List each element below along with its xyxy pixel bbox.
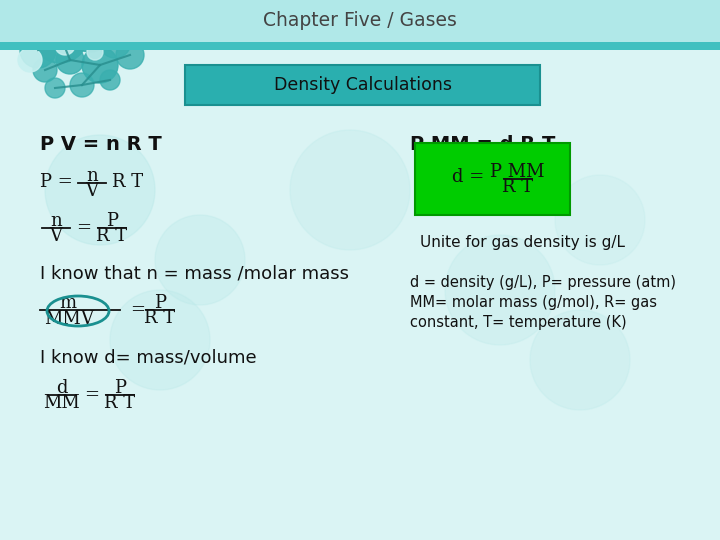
Circle shape [33,58,57,82]
Text: V: V [80,310,93,328]
Text: R T: R T [96,227,127,245]
Circle shape [530,310,630,410]
Text: P =: P = [40,173,73,191]
Text: =: = [76,219,91,237]
Circle shape [116,41,144,69]
Circle shape [155,215,245,305]
Text: Density Calculations: Density Calculations [274,76,451,94]
Circle shape [110,290,210,390]
Text: I know that n = mass /molar mass: I know that n = mass /molar mass [40,265,349,283]
Circle shape [18,48,42,72]
Text: =: = [130,301,145,319]
Circle shape [82,47,118,83]
Text: Unite for gas density is g/L: Unite for gas density is g/L [420,234,625,249]
Text: R T: R T [112,173,143,191]
Circle shape [45,78,65,98]
Text: MM: MM [44,394,81,412]
Text: m: m [60,294,76,312]
Circle shape [20,32,56,68]
Text: I know d= mass/volume: I know d= mass/volume [40,348,256,366]
Text: d = density (g/L), P= pressure (atm): d = density (g/L), P= pressure (atm) [410,274,676,289]
Bar [415,143,570,215]
Circle shape [45,135,155,245]
Circle shape [445,235,555,345]
Circle shape [68,8,112,52]
Text: n: n [50,212,62,230]
Circle shape [32,7,88,63]
Text: MM: MM [44,310,81,328]
Text: V: V [50,227,63,245]
Circle shape [56,46,84,74]
Text: constant, T= temperature (K): constant, T= temperature (K) [410,314,626,329]
Text: R T: R T [104,394,135,412]
Text: Chapter Five / Gases: Chapter Five / Gases [263,11,457,30]
Text: P: P [106,212,118,230]
Circle shape [55,35,75,55]
Text: n: n [86,167,98,185]
Circle shape [70,73,94,97]
Text: R T: R T [145,309,176,327]
Text: P MM: P MM [490,163,545,181]
Bar [0,42,720,50]
Text: P: P [154,294,166,312]
Text: P MM = d R T: P MM = d R T [410,136,555,154]
Text: V: V [86,182,99,200]
Bar [0,0,720,50]
Circle shape [99,26,131,58]
Bar [185,65,540,105]
Text: d: d [56,379,68,397]
Text: R T: R T [502,178,533,196]
Text: =: = [84,386,99,404]
Text: P: P [114,379,126,397]
Circle shape [290,130,410,250]
Text: d =: d = [452,168,485,186]
Circle shape [555,175,645,265]
Circle shape [87,44,103,60]
Text: MM= molar mass (g/mol), R= gas: MM= molar mass (g/mol), R= gas [410,294,657,309]
Circle shape [100,70,120,90]
Text: P V = n R T: P V = n R T [40,136,162,154]
